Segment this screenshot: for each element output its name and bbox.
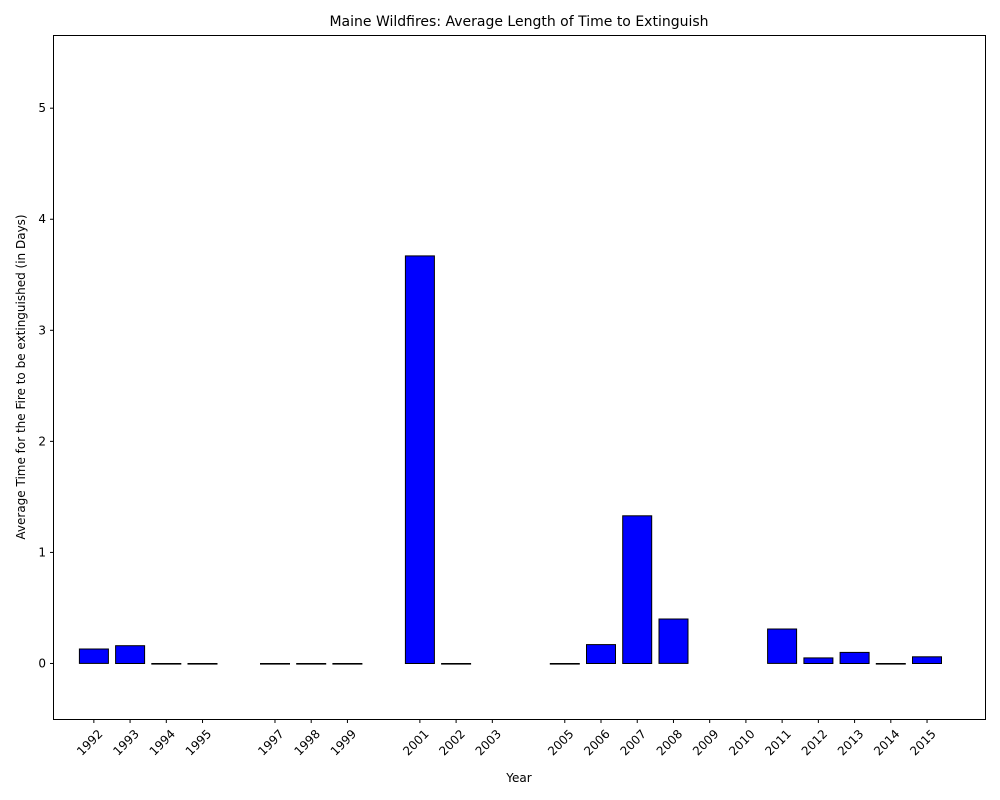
y-tick-label: 4: [38, 212, 46, 226]
x-tick-label: 2012: [799, 727, 830, 758]
bar-1998: [296, 663, 327, 665]
bars-layer: [78, 255, 942, 665]
x-tick-label: 2006: [581, 727, 612, 758]
bar-2002: [441, 663, 472, 665]
x-tick-label: 1993: [110, 727, 141, 758]
x-tick-label: 1999: [328, 727, 359, 758]
y-tick-label: 0: [38, 656, 46, 670]
x-tick-label: 2001: [400, 727, 431, 758]
y-tick-label: 1: [38, 545, 46, 559]
y-axis-label: Average Time for the Fire to be extingui…: [14, 214, 28, 539]
x-tick-label: 1995: [183, 727, 214, 758]
bar-2006: [586, 644, 616, 664]
plot-frame: [53, 35, 986, 720]
x-tick-label: 2008: [654, 727, 685, 758]
x-tick-label: 1997: [255, 727, 286, 758]
x-tick-label: 2010: [726, 727, 757, 758]
bar-2012: [803, 657, 834, 665]
bar-2015: [912, 656, 942, 664]
bar-2011: [767, 628, 798, 664]
x-tick-label: 2003: [473, 727, 504, 758]
bar-2008: [658, 618, 689, 664]
x-tick-label: 2002: [436, 727, 467, 758]
y-tick-label: 5: [38, 101, 46, 115]
bar-2005: [549, 663, 580, 665]
x-tick-label: 1994: [147, 727, 178, 758]
bar-1993: [115, 645, 146, 665]
x-axis: 1992 1993 1994 1995 1997 1998 1999 2001 2002 2003…: [74, 719, 939, 758]
x-tick-label: 2014: [871, 727, 902, 758]
bar-1997: [260, 663, 290, 665]
bar-1999: [332, 663, 363, 665]
bar-2007: [622, 515, 653, 664]
y-axis: 0 1 2 3 4 5: [38, 101, 54, 670]
x-axis-label: Year: [505, 771, 531, 785]
x-tick-label: 2005: [545, 727, 576, 758]
bar-2013: [839, 651, 870, 665]
bar-2001: [404, 255, 435, 664]
x-tick-label: 2011: [762, 727, 793, 758]
bar-2014: [875, 663, 906, 665]
x-tick-label: 2015: [907, 727, 938, 758]
x-tick-label: 2013: [835, 727, 866, 758]
x-tick-label: 2009: [690, 727, 721, 758]
x-tick-label: 1992: [74, 727, 105, 758]
bar-1995: [187, 663, 218, 665]
x-tick-label: 2007: [617, 727, 648, 758]
y-tick-label: 2: [38, 434, 46, 448]
bar-1994: [151, 663, 182, 665]
x-tick-label: 1998: [291, 727, 322, 758]
chart-title: Maine Wildfires: Average Length of Time …: [329, 14, 708, 30]
bar-1992: [78, 648, 109, 664]
y-tick-label: 3: [38, 323, 46, 337]
